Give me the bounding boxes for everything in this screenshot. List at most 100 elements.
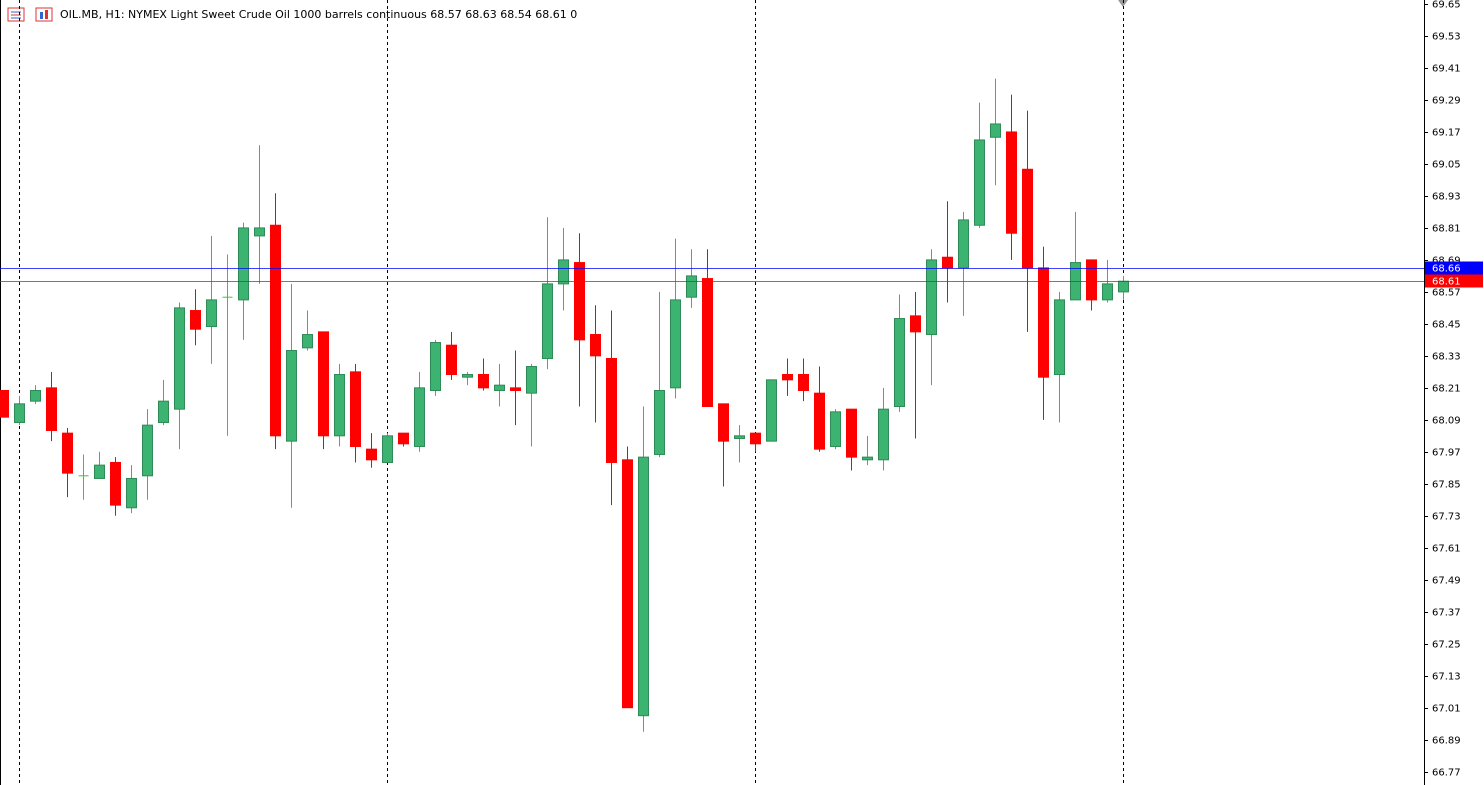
candle-body <box>238 227 249 301</box>
shift-marker <box>1118 0 1128 7</box>
y-tick-label: 67.13 <box>1432 672 1461 683</box>
candle-body <box>14 403 25 423</box>
candle-body <box>590 334 601 357</box>
y-tick-label: 67.61 <box>1432 544 1461 555</box>
price-label-bg <box>1425 261 1483 275</box>
candle-body <box>430 342 441 392</box>
candle-body <box>942 256 953 269</box>
y-tick-label: 69.29 <box>1432 96 1461 107</box>
candle-body <box>814 392 825 450</box>
candle-body <box>478 374 489 389</box>
y-tick-label: 68.69 <box>1432 256 1461 267</box>
y-tick-label: 68.45 <box>1432 320 1461 331</box>
candle-body <box>1038 267 1049 378</box>
candle-body <box>158 400 169 423</box>
candle-body <box>622 459 633 709</box>
chart-title: OIL.MB, H1: NYMEX Light Sweet Crude Oil … <box>60 8 577 21</box>
candle-body <box>318 331 329 437</box>
candle-body <box>382 435 393 463</box>
candle-body <box>1102 283 1113 301</box>
candle-body <box>1006 131 1017 234</box>
candle-body <box>670 299 681 389</box>
icon <box>35 7 53 22</box>
toolbar-icons <box>7 7 53 22</box>
candle-body <box>510 387 521 392</box>
candle-body <box>302 334 313 349</box>
candle-body <box>206 299 217 328</box>
candle-body <box>254 227 265 237</box>
icon <box>45 10 48 19</box>
candle-body <box>1086 259 1097 301</box>
candle-body <box>398 432 409 445</box>
candle-body <box>638 456 649 717</box>
y-tick-label: 68.21 <box>1432 384 1461 395</box>
y-tick-label: 68.57 <box>1432 288 1461 299</box>
candle-body <box>702 278 713 407</box>
candle-body <box>734 435 745 439</box>
y-tick-label: 66.77 <box>1432 768 1461 779</box>
candle-body <box>910 315 921 333</box>
candle-body <box>46 387 57 431</box>
candle-body <box>334 374 345 437</box>
y-tick-label: 69.53 <box>1432 32 1461 43</box>
candle-body <box>446 344 457 376</box>
candle-body <box>462 374 473 378</box>
candle-body <box>1118 280 1129 293</box>
candle-body <box>1022 168 1033 269</box>
candle-body <box>1054 299 1065 376</box>
candle-body <box>750 432 761 445</box>
icon <box>40 12 43 19</box>
candle-body <box>926 259 937 336</box>
candle-body <box>0 390 9 418</box>
candle-body <box>782 374 793 381</box>
y-tick-label: 67.73 <box>1432 512 1461 523</box>
candle-body <box>126 477 137 509</box>
y-tick-label: 67.49 <box>1432 576 1461 587</box>
candle-body <box>894 318 905 407</box>
price-label-bg <box>1425 274 1483 288</box>
y-tick-label: 69.17 <box>1432 128 1461 139</box>
candle-body <box>110 461 121 506</box>
price-label: 68.61 <box>1432 277 1461 288</box>
y-tick-label: 68.33 <box>1432 352 1461 363</box>
candle-body <box>350 371 361 447</box>
y-tick-label: 68.81 <box>1432 224 1461 235</box>
candle-body <box>558 259 569 285</box>
candle-body <box>846 408 857 458</box>
y-tick-label: 67.01 <box>1432 704 1461 715</box>
candle-body <box>974 139 985 226</box>
candle-body <box>542 283 553 360</box>
y-tick-label: 67.25 <box>1432 640 1461 651</box>
y-tick-label: 69.41 <box>1432 64 1461 75</box>
candle-body <box>94 464 105 479</box>
candle-body <box>686 275 697 298</box>
candle-body <box>718 403 729 442</box>
candle-body <box>958 219 969 269</box>
y-tick-label: 67.85 <box>1432 480 1461 491</box>
candle-body <box>30 390 41 402</box>
candle-body <box>62 432 73 474</box>
candle-body <box>878 408 889 461</box>
candle-body <box>654 390 665 455</box>
candle-body <box>574 262 585 341</box>
price-label: 68.66 <box>1432 264 1461 275</box>
candle-body <box>862 456 873 461</box>
candle-body <box>766 379 777 442</box>
candle-body <box>830 411 841 447</box>
candle-body <box>270 224 281 437</box>
y-tick-label: 68.09 <box>1432 416 1461 427</box>
y-tick-label: 66.89 <box>1432 736 1461 747</box>
candle-body <box>174 307 185 410</box>
candle-body <box>366 448 377 461</box>
y-tick-label: 67.97 <box>1432 448 1461 459</box>
candle-body <box>526 366 537 394</box>
y-tick-label: 67.37 <box>1432 608 1461 619</box>
candle-body <box>286 350 297 442</box>
candle-body <box>606 358 617 463</box>
candle-body <box>414 387 425 447</box>
candle-body <box>494 384 505 392</box>
candle-body <box>142 424 153 477</box>
